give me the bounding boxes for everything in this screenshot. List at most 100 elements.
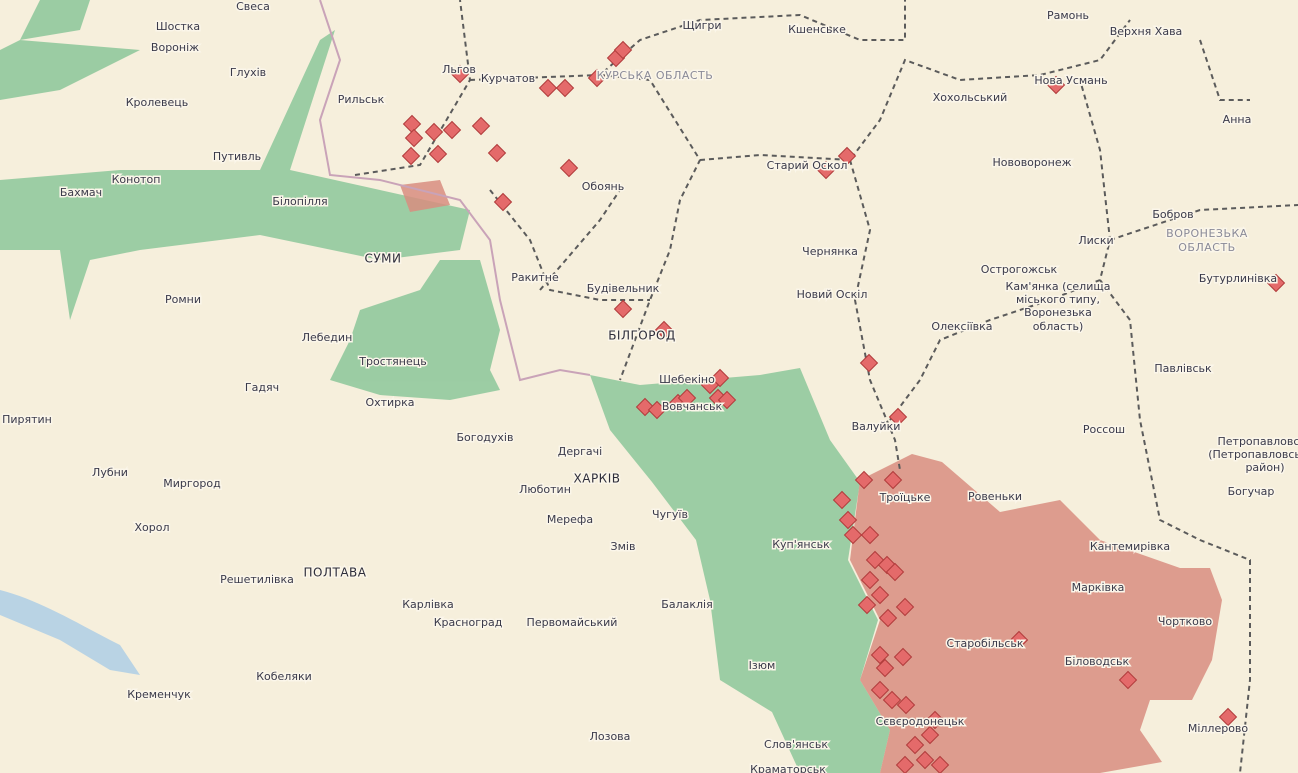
place-label: Міллерово [1188, 722, 1249, 735]
event-marker[interactable] [915, 750, 935, 770]
event-marker[interactable] [401, 146, 421, 166]
event-marker[interactable] [428, 144, 448, 164]
place-label: Воронезька [1024, 306, 1092, 319]
event-marker[interactable] [710, 368, 730, 388]
place-label: область) [1033, 320, 1084, 333]
place-label: Курчатов [481, 72, 535, 85]
event-marker[interactable] [559, 158, 579, 178]
place-label: Воронiж [151, 41, 199, 54]
event-marker[interactable] [1009, 630, 1029, 650]
event-marker[interactable] [613, 40, 633, 60]
place-label: Мерефа [547, 513, 593, 526]
place-label: Слов'янськ [764, 738, 828, 751]
place-label: Балаклія [661, 598, 712, 611]
event-marker[interactable] [404, 128, 424, 148]
event-marker[interactable] [538, 78, 558, 98]
event-marker[interactable] [857, 595, 877, 615]
event-marker[interactable] [888, 407, 908, 427]
place-label: (Петропавловський [1208, 448, 1298, 461]
place-label: Бахмач [60, 186, 102, 199]
place-label: Біловодськ [1065, 655, 1130, 668]
place-label: Богодухів [457, 431, 514, 444]
place-label: Щигри [682, 19, 721, 32]
event-marker[interactable] [870, 680, 890, 700]
event-marker[interactable] [487, 143, 507, 163]
event-marker[interactable] [885, 562, 905, 582]
event-marker[interactable] [930, 755, 950, 773]
place-label: Глухів [230, 66, 266, 79]
place-label: ВОРОНЕЗЬКА [1166, 227, 1248, 240]
place-label: Лебедин [302, 331, 353, 344]
place-label: Острогожськ [981, 263, 1058, 276]
place-label: Будівельник [587, 282, 660, 295]
place-label: Олексіївка [931, 320, 992, 333]
event-marker[interactable] [895, 755, 915, 773]
event-marker[interactable] [717, 390, 737, 410]
event-marker[interactable] [1046, 75, 1066, 95]
place-label: Краматорськ [750, 763, 826, 773]
place-label: Нововоронеж [992, 156, 1071, 169]
event-marker[interactable] [816, 160, 836, 180]
event-marker[interactable] [860, 570, 880, 590]
event-marker[interactable] [925, 710, 945, 730]
place-label: Сєвєродонецьк [876, 715, 965, 728]
event-marker[interactable] [860, 525, 880, 545]
event-marker[interactable] [832, 490, 852, 510]
event-marker[interactable] [878, 608, 898, 628]
place-label: Решетилівка [220, 573, 294, 586]
event-marker[interactable] [493, 192, 513, 212]
place-label: міського типу, [1016, 293, 1100, 306]
event-marker[interactable] [1266, 273, 1286, 293]
event-marker[interactable] [859, 353, 879, 373]
event-marker[interactable] [870, 585, 890, 605]
event-marker[interactable] [837, 146, 857, 166]
event-marker[interactable] [882, 690, 902, 710]
event-marker[interactable] [893, 647, 913, 667]
event-marker[interactable] [654, 320, 674, 340]
event-marker[interactable] [870, 645, 890, 665]
event-marker[interactable] [895, 597, 915, 617]
event-marker[interactable] [442, 120, 462, 140]
event-marker[interactable] [896, 695, 916, 715]
event-marker[interactable] [883, 470, 903, 490]
place-label: Лозова [590, 730, 631, 743]
place-label: Люботин [519, 483, 571, 496]
place-label: Бобров [1152, 208, 1193, 221]
event-marker[interactable] [875, 658, 895, 678]
place-label: Обоянь [582, 180, 624, 193]
place-label: Красноград [434, 616, 503, 629]
place-label: Павлівськ [1154, 362, 1212, 375]
event-marker[interactable] [424, 122, 444, 142]
event-marker[interactable] [402, 114, 422, 134]
place-label: Куп'янськ [772, 538, 830, 551]
place-label: Лубни [92, 466, 128, 479]
place-label: Россош [1083, 423, 1125, 436]
place-label: Шостка [156, 20, 200, 33]
place-label: Кантемирівка [1090, 540, 1170, 553]
place-label: Рильськ [338, 93, 385, 106]
event-marker[interactable] [677, 388, 697, 408]
place-label: Анна [1223, 113, 1252, 126]
place-label: Лиски [1078, 234, 1113, 247]
event-marker[interactable] [587, 68, 607, 88]
place-label: ОБЛАСТЬ [1178, 241, 1235, 254]
event-marker[interactable] [1118, 670, 1138, 690]
event-marker[interactable] [920, 725, 940, 745]
event-marker[interactable] [838, 510, 858, 530]
event-marker[interactable] [905, 735, 925, 755]
event-marker[interactable] [647, 400, 667, 420]
event-marker[interactable] [1218, 707, 1238, 727]
event-marker[interactable] [843, 525, 863, 545]
event-marker[interactable] [555, 78, 575, 98]
event-marker[interactable] [450, 64, 470, 84]
place-label: ПОЛТАВА [304, 566, 367, 580]
place-label: Чугуїв [652, 508, 688, 521]
place-label: Ровеньки [968, 490, 1022, 503]
event-marker[interactable] [613, 299, 633, 319]
event-marker[interactable] [854, 470, 874, 490]
place-label: Чортково [1158, 615, 1213, 628]
place-label: Кременчук [127, 688, 191, 701]
event-marker[interactable] [471, 116, 491, 136]
place-label: Кшенське [788, 23, 846, 36]
place-label: Ракитне [511, 271, 559, 284]
